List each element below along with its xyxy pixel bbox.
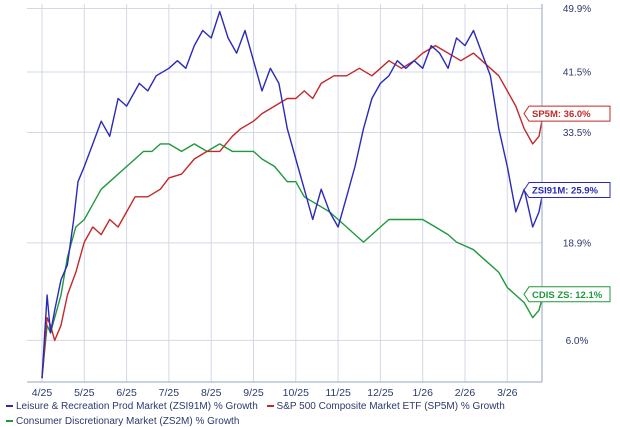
y-tick-label: 6.0% xyxy=(566,336,589,347)
end-tag-label: CDIS ZS: 12.1% xyxy=(532,290,603,301)
legend-item-sp5m: S&P 500 Composite Market ETF (SP5M) % Gr… xyxy=(266,401,505,412)
x-tick-label: 11/25 xyxy=(325,387,351,399)
x-tick-label: 4/25 xyxy=(32,387,53,399)
end-tag-0: ZSI91M: 25.9% xyxy=(523,181,611,198)
series-line-1 xyxy=(41,44,544,379)
x-tick-label: 9/25 xyxy=(243,387,264,399)
end-value-tags: ZSI91M: 25.9% SP5M: 36.0% CDIS ZS: 12.1% xyxy=(523,105,611,303)
plot-background xyxy=(27,4,542,382)
series-line-0 xyxy=(41,10,544,379)
x-tick-label: 3/26 xyxy=(497,387,518,399)
series-line-2 xyxy=(41,143,544,379)
y-tick-label: 33.5% xyxy=(563,128,591,139)
y-tick-label: 18.9% xyxy=(563,238,591,249)
x-tick-label: 6/25 xyxy=(116,387,137,399)
x-tick-label: 1/26 xyxy=(412,387,433,399)
end-tag-box xyxy=(523,105,611,122)
y-tick-label: 41.5% xyxy=(563,68,591,79)
y-tick-label: 49.9% xyxy=(563,4,591,15)
x-tick-label: 5/25 xyxy=(74,387,95,399)
x-tick-label: 12/25 xyxy=(367,387,393,399)
legend-row-1: Leisure & Recreation Prod Market (ZSI91M… xyxy=(6,401,511,412)
grid xyxy=(27,4,542,382)
end-tag-2: CDIS ZS: 12.1% xyxy=(523,286,611,303)
plot-area xyxy=(41,10,544,379)
end-tag-1: SP5M: 36.0% xyxy=(523,105,611,122)
x-tick-label: 8/25 xyxy=(201,387,222,399)
end-tag-label: ZSI91M: 25.9% xyxy=(532,185,599,196)
legend-item-zs2m: Consumer Discretionary Market (ZS2M) % G… xyxy=(6,416,239,427)
x-tick-label: 7/25 xyxy=(159,387,180,399)
x-tick-label: 10/25 xyxy=(283,387,309,399)
legend-row-2: Consumer Discretionary Market (ZS2M) % G… xyxy=(6,416,245,427)
legend-item-zsi91m: Leisure & Recreation Prod Market (ZSI91M… xyxy=(6,401,258,412)
end-tag-box xyxy=(523,181,611,198)
end-tag-box xyxy=(523,286,611,303)
x-axis: 4/25 5/25 6/25 7/25 8/25 9/25 10/25 11/25 12/25 1… xyxy=(27,381,542,399)
legend-label-zs2m: Consumer Discretionary Market (ZS2M) % G… xyxy=(16,416,240,427)
end-tag-label: SP5M: 36.0% xyxy=(532,109,591,120)
legend-label-sp5m: S&P 500 Composite Market ETF (SP5M) % Gr… xyxy=(276,401,505,412)
x-tick-label: 2/26 xyxy=(455,387,476,399)
legend-label-zsi91m: Leisure & Recreation Prod Market (ZSI91M… xyxy=(16,401,258,412)
